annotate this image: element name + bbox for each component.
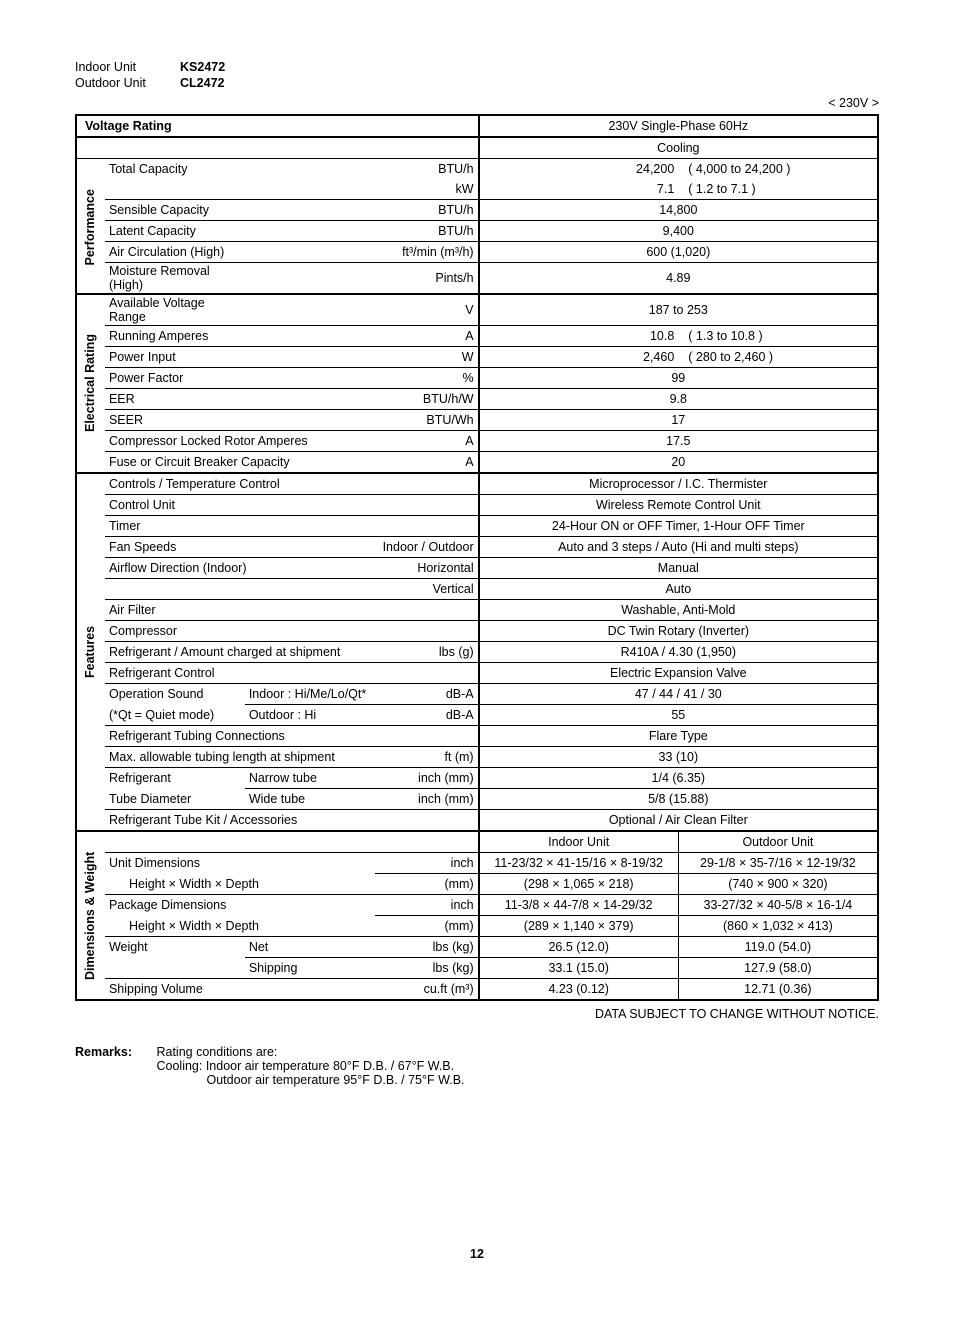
table-row: Power Input W 2,460 ( 280 to 2,460 ) (76, 347, 878, 368)
table-row: Tube Diameter Wide tube inch (mm) 5/8 (1… (76, 789, 878, 810)
table-row: Unit Dimensions inch 11-23/32 × 41-15/16… (76, 853, 878, 874)
page-number: 12 (75, 1247, 879, 1261)
remarks-intro: Rating conditions are: (156, 1045, 277, 1059)
table-row: Control Unit Wireless Remote Control Uni… (76, 495, 878, 516)
table-row: SEER BTU/Wh 17 (76, 410, 878, 431)
table-row: Air Circulation (High) ft³/min (m³/h) 60… (76, 242, 878, 263)
outdoor-col: Outdoor Unit (678, 831, 878, 853)
table-row: Refrigerant Narrow tube inch (mm) 1/4 (6… (76, 768, 878, 789)
performance-label: Performance (76, 159, 105, 295)
table-row: Height × Width × Depth (mm) (289 × 1,140… (76, 916, 878, 937)
voltage-rating-label: Voltage Rating (76, 115, 479, 137)
dim-header-row: Dimensions & Weight Indoor Unit Outdoor … (76, 831, 878, 853)
table-row: Vertical Auto (76, 579, 878, 600)
table-row: Weight Net lbs (kg) 26.5 (12.0) 119.0 (5… (76, 937, 878, 958)
table-row: Air Filter Washable, Anti-Mold (76, 600, 878, 621)
table-row: Compressor DC Twin Rotary (Inverter) (76, 621, 878, 642)
table-row: Power Factor % 99 (76, 368, 878, 389)
table-row: Electrical Rating Available Voltage Rang… (76, 294, 878, 326)
table-row: Moisture Removal (High) Pints/h 4.89 (76, 263, 878, 295)
table-row: Max. allowable tubing length at shipment… (76, 747, 878, 768)
table-row: Refrigerant Tube Kit / Accessories Optio… (76, 810, 878, 832)
remarks-label: Remarks: (75, 1045, 153, 1059)
mode-header: Cooling (479, 137, 878, 159)
mode-row: Cooling (76, 137, 878, 159)
indoor-col: Indoor Unit (479, 831, 679, 853)
table-row: Operation Sound Indoor : Hi/Me/Lo/Qt* dB… (76, 684, 878, 705)
table-row: Features Controls / Temperature Control … (76, 473, 878, 495)
data-change-note: DATA SUBJECT TO CHANGE WITHOUT NOTICE. (75, 1007, 879, 1021)
table-row: Sensible Capacity BTU/h 14,800 (76, 200, 878, 221)
remarks-line1: Cooling: Indoor air temperature 80°F D.B… (156, 1059, 454, 1073)
table-row: Height × Width × Depth (mm) (298 × 1,065… (76, 874, 878, 895)
outdoor-unit-label: Outdoor Unit (75, 76, 180, 90)
table-row: kW 7.1 ( 1.2 to 7.1 ) (76, 179, 878, 200)
table-row: Airflow Direction (Indoor) Horizontal Ma… (76, 558, 878, 579)
table-row: Latent Capacity BTU/h 9,400 (76, 221, 878, 242)
table-row: EER BTU/h/W 9.8 (76, 389, 878, 410)
remarks-line2: Outdoor air temperature 95°F D.B. / 75°F… (206, 1073, 464, 1087)
outdoor-unit-model: CL2472 (180, 76, 224, 90)
table-row: Shipping lbs (kg) 33.1 (15.0) 127.9 (58.… (76, 958, 878, 979)
features-label: Features (76, 473, 105, 831)
spec-table: Voltage Rating 230V Single-Phase 60Hz Co… (75, 114, 879, 1001)
table-row: Fan Speeds Indoor / Outdoor Auto and 3 s… (76, 537, 878, 558)
table-row: Refrigerant Control Electric Expansion V… (76, 663, 878, 684)
table-row: Timer 24-Hour ON or OFF Timer, 1-Hour OF… (76, 516, 878, 537)
table-row: Performance Total Capacity BTU/h 24,200 … (76, 159, 878, 180)
electrical-label: Electrical Rating (76, 294, 105, 473)
table-row: Package Dimensions inch 11-3/8 × 44-7/8 … (76, 895, 878, 916)
table-row: Running Amperes A 10.8 ( 1.3 to 10.8 ) (76, 326, 878, 347)
table-row: Fuse or Circuit Breaker Capacity A 20 (76, 452, 878, 474)
table-row: Refrigerant / Amount charged at shipment… (76, 642, 878, 663)
dimensions-label: Dimensions & Weight (76, 831, 105, 1000)
header-outdoor: Outdoor Unit CL2472 (75, 76, 879, 90)
header-indoor: Indoor Unit KS2472 (75, 60, 879, 74)
indoor-unit-label: Indoor Unit (75, 60, 180, 74)
voltage-rating-value: 230V Single-Phase 60Hz (479, 115, 878, 137)
table-row: Compressor Locked Rotor Amperes A 17.5 (76, 431, 878, 452)
remarks-block: Remarks: Rating conditions are: Cooling:… (75, 1045, 879, 1087)
table-row: Refrigerant Tubing Connections Flare Typ… (76, 726, 878, 747)
indoor-unit-model: KS2472 (180, 60, 225, 74)
table-row: (*Qt = Quiet mode) Outdoor : Hi dB-A 55 (76, 705, 878, 726)
table-row: Shipping Volume cu.ft (m³) 4.23 (0.12) 1… (76, 979, 878, 1001)
voltage-tag: < 230V > (75, 96, 879, 110)
voltage-rating-row: Voltage Rating 230V Single-Phase 60Hz (76, 115, 878, 137)
